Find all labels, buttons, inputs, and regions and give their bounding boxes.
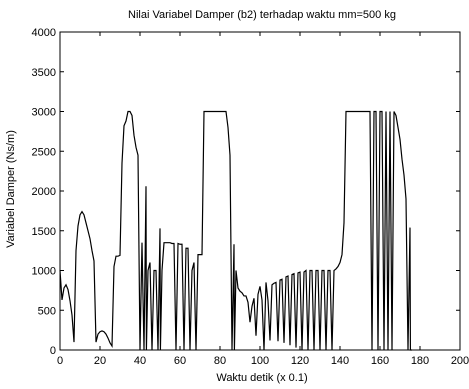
chart-title: Nilai Variabel Damper (b2) terhadap wakt… [128, 9, 396, 21]
x-tick-label: 100 [251, 355, 269, 367]
x-tick-label: 140 [331, 355, 349, 367]
x-tick-label: 120 [291, 355, 309, 367]
x-tick-label: 0 [57, 355, 63, 367]
y-tick-label: 4000 [32, 27, 56, 39]
x-tick-label: 20 [94, 355, 106, 367]
x-tick-label: 180 [411, 355, 429, 367]
y-tick-label: 1500 [32, 226, 56, 238]
x-tick-label: 80 [214, 355, 226, 367]
x-axis-label: Waktu detik (x 0.1) [216, 372, 307, 384]
y-tick-label: 2000 [32, 186, 56, 198]
plot-area: 0 20 40 60 80 100 120 140 160 180 2000500100015002… [32, 27, 469, 367]
y-axis-label: Variabel Damper (Ns/m) [5, 130, 17, 248]
y-tick-label: 3500 [32, 67, 56, 79]
y-tick-label: 1000 [32, 266, 56, 278]
y-tick-label: 500 [38, 305, 56, 317]
y-tick-label: 2500 [32, 146, 56, 158]
series-line [59, 110, 412, 351]
x-tick-label: 40 [134, 355, 146, 367]
x-tick-label: 60 [174, 355, 186, 367]
x-tick-label: 200 [451, 355, 469, 367]
y-tick-label: 0 [50, 345, 56, 357]
x-tick-label: 160 [371, 355, 389, 367]
y-tick-label: 3000 [32, 107, 56, 119]
